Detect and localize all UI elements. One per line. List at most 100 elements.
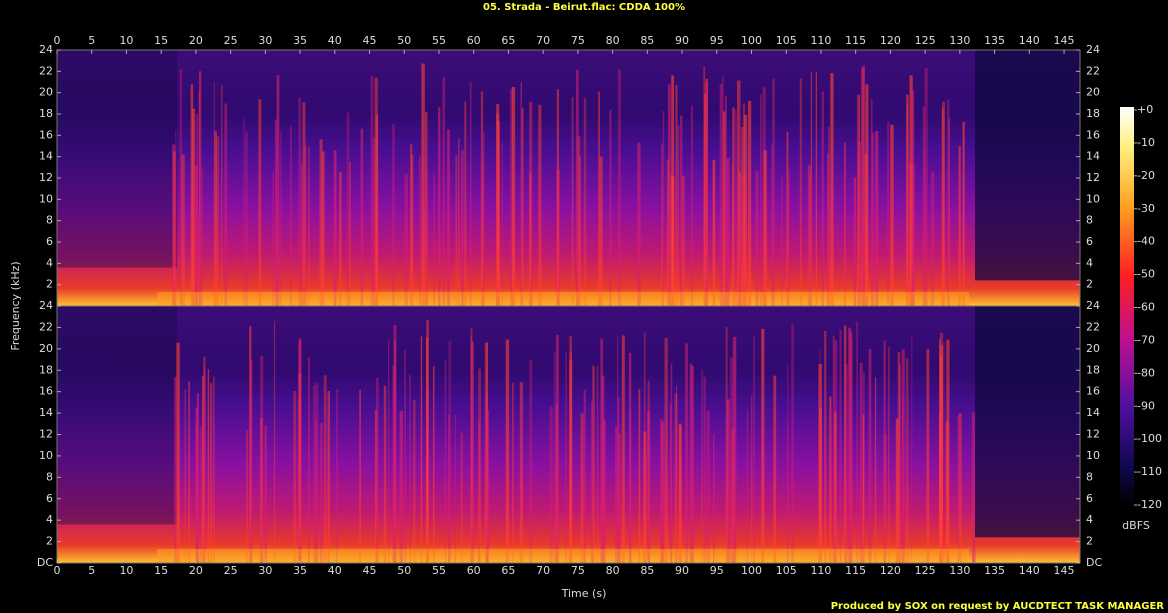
- spectrum-streak: [421, 63, 425, 306]
- spectrum-streak: [810, 72, 813, 306]
- spectrum-streak: [418, 155, 421, 306]
- x-tick-label: 100: [741, 564, 762, 577]
- spectrum-streak: [448, 341, 451, 563]
- spectrum-streak: [875, 131, 879, 306]
- spectrum-streak: [958, 146, 961, 306]
- x-tick-label: 110: [810, 564, 831, 577]
- spectrum-streak: [690, 105, 693, 307]
- spectrum-streak: [787, 363, 789, 563]
- spectrum-streak: [732, 336, 737, 563]
- y-tick-label: 14: [39, 406, 53, 419]
- spectrum-streak: [675, 385, 678, 563]
- y-tick-label: 16: [1086, 128, 1100, 141]
- spectrum-streak: [264, 425, 267, 563]
- y-tick-label: 4: [1086, 513, 1093, 526]
- spectrum-streak: [618, 433, 621, 563]
- spectrum-streak: [722, 111, 726, 306]
- spectrum-streak: [571, 96, 574, 306]
- spectrum-streak: [470, 335, 472, 563]
- x-tick-label: 40: [328, 564, 342, 577]
- spectrum-streak: [486, 410, 490, 563]
- y-tick-label: 10: [39, 449, 53, 462]
- spectrum-streak: [425, 169, 428, 306]
- spectrum-streak: [376, 377, 379, 563]
- y-tick-label: DC: [37, 556, 53, 569]
- spectrum-streak: [909, 75, 913, 306]
- spectrum-streak: [901, 396, 904, 563]
- spectrum-streak: [308, 357, 310, 563]
- spectrum-streak: [772, 78, 775, 306]
- spectrum-streak: [858, 141, 862, 306]
- spectrum-streak: [243, 118, 245, 306]
- spectrum-streak: [868, 348, 872, 563]
- x-tick-label: 90: [675, 34, 689, 47]
- spectrum-streak: [780, 176, 783, 306]
- spectrum-streak: [304, 145, 307, 306]
- y-tick-label: 8: [46, 470, 53, 483]
- x-tick-label: 60: [467, 564, 481, 577]
- spectrum-streak: [596, 365, 599, 563]
- y-tick-label: 2: [46, 535, 53, 548]
- spectrum-streak: [220, 84, 223, 306]
- x-tick-label: 75: [571, 34, 585, 47]
- spectrum-streak: [839, 329, 842, 563]
- spectrum-streak: [315, 419, 318, 563]
- spectrum-streak: [747, 100, 752, 306]
- spectrum-streak: [565, 351, 567, 563]
- spectrum-streak: [410, 144, 413, 306]
- y-tick-label: 20: [1086, 86, 1100, 99]
- x-tick-label: 75: [571, 564, 585, 577]
- x-tick-label: 95: [710, 34, 724, 47]
- x-tick-label: 130: [949, 34, 970, 47]
- spectrum-streak: [469, 81, 472, 306]
- spectrum-streak: [194, 165, 198, 306]
- spectrum-streak: [962, 121, 965, 306]
- spectrum-streak: [272, 171, 274, 306]
- spectrum-streak: [529, 359, 533, 563]
- colorbar-tick-label: -90: [1137, 399, 1155, 412]
- spectrum-streak: [375, 114, 379, 306]
- colorbar-tick-label: -70: [1137, 333, 1155, 346]
- x-tick-label: 110: [810, 34, 831, 47]
- spectrum-streak: [411, 154, 414, 306]
- spectrum-streak: [862, 65, 865, 306]
- spectrum-streak: [637, 142, 641, 306]
- spectrum-streak: [360, 128, 364, 306]
- spectrum-streak: [755, 171, 759, 306]
- y-tick-label: 12: [39, 171, 53, 184]
- spectrum-streak: [761, 328, 765, 563]
- spectrum-streak: [671, 176, 675, 306]
- quiet-intro: [57, 306, 177, 525]
- x-tick-label: 0: [54, 564, 61, 577]
- spectrum-streak: [425, 111, 428, 306]
- y-tick-label: 20: [39, 86, 53, 99]
- y-tick-label: 18: [1086, 107, 1100, 120]
- y-tick-label: 20: [39, 342, 53, 355]
- spectrum-streak: [447, 414, 451, 563]
- y-axis-label: Frequency (kHz): [9, 261, 22, 350]
- spectrum-streak: [791, 324, 794, 563]
- spectrum-streak: [246, 430, 248, 563]
- x-tick-label: 135: [984, 564, 1005, 577]
- spectrum-streak: [844, 143, 846, 306]
- spectrum-streak: [859, 362, 863, 563]
- spectrum-streak: [712, 159, 716, 306]
- y-tick-label: 22: [39, 320, 53, 333]
- y-tick-label: 8: [46, 214, 53, 227]
- y-tick-label: 22: [39, 64, 53, 77]
- spectrum-streak: [413, 400, 416, 563]
- spectrum-streak: [478, 368, 482, 563]
- spectrum-streak: [404, 349, 406, 563]
- spectrum-streak: [181, 154, 185, 306]
- y-tick-label: 12: [39, 428, 53, 441]
- spectrum-streak: [592, 365, 595, 563]
- spectrum-streak: [958, 413, 962, 563]
- spectrum-streak: [808, 173, 812, 306]
- spectrum-streak: [599, 156, 603, 306]
- spectrum-streak: [530, 101, 533, 307]
- spectrum-streak: [470, 327, 473, 563]
- spectrum-streak: [598, 91, 600, 306]
- x-tick-label: 95: [710, 564, 724, 577]
- spectrum-streak: [743, 114, 748, 306]
- spectrum-streak: [677, 125, 680, 306]
